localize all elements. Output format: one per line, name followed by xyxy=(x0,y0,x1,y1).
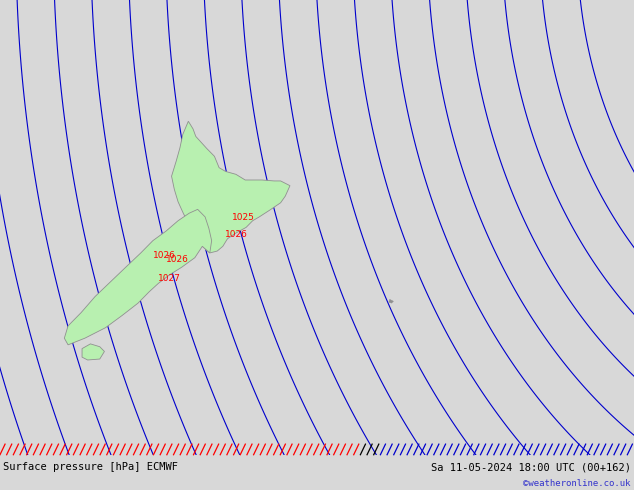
Text: Sa 11-05-2024 18:00 UTC (00+162): Sa 11-05-2024 18:00 UTC (00+162) xyxy=(431,463,631,472)
Text: 1025: 1025 xyxy=(232,213,255,222)
Polygon shape xyxy=(82,344,105,360)
Polygon shape xyxy=(172,121,290,253)
Polygon shape xyxy=(389,299,394,303)
Text: 1026: 1026 xyxy=(153,251,176,260)
Text: Surface pressure [hPa] ECMWF: Surface pressure [hPa] ECMWF xyxy=(3,463,178,472)
Text: 1026: 1026 xyxy=(165,255,188,264)
Text: 1027: 1027 xyxy=(158,274,181,283)
Text: 1026: 1026 xyxy=(225,230,249,240)
Text: ©weatheronline.co.uk: ©weatheronline.co.uk xyxy=(523,479,631,488)
Polygon shape xyxy=(64,209,212,345)
